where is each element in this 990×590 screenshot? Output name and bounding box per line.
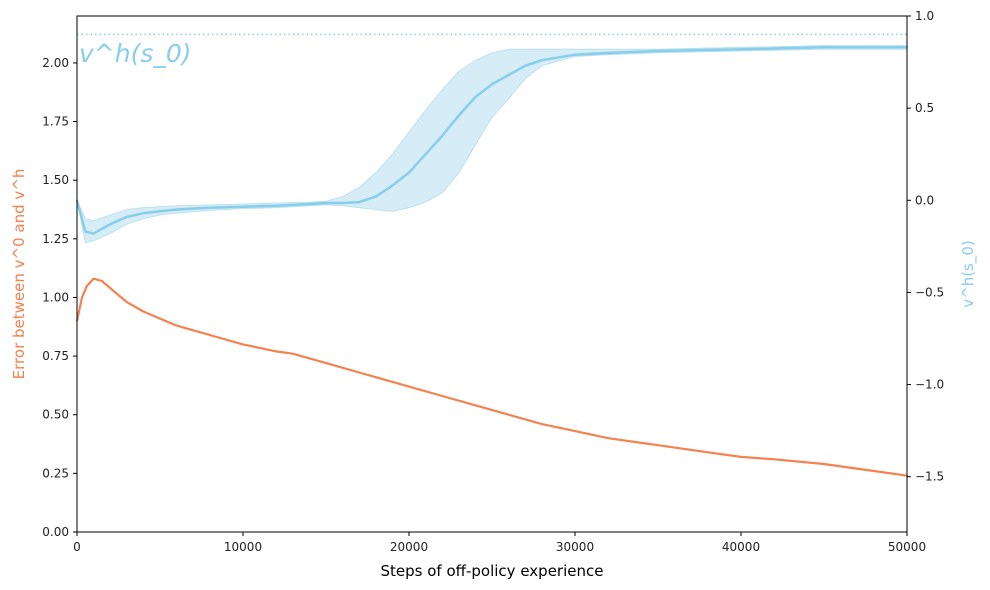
x-tick-label: 20000	[390, 540, 428, 554]
error-point	[408, 385, 410, 388]
error-point	[740, 456, 742, 458]
value-point	[491, 83, 493, 86]
error-point	[441, 395, 444, 397]
left-y-tick-label: 2.00	[42, 56, 69, 70]
error-point	[507, 413, 510, 416]
error-point	[657, 444, 659, 447]
left-y-axis-title: Error between v^0 and v^h	[10, 169, 28, 380]
right-y-tick-label: 1.0	[915, 9, 934, 23]
value-point	[574, 53, 576, 56]
error-point	[540, 423, 543, 426]
right-y-axis-title: v^h(s_0)	[959, 240, 978, 308]
left-y-tick-label: 0.00	[42, 525, 69, 539]
error-point	[291, 352, 294, 355]
value-point	[740, 48, 742, 51]
error-point	[125, 301, 128, 304]
left-y-axis-ticks: 0.00 0.25 0.50 0.75 1.00 1.25 1.50 1.75 2.00	[42, 56, 77, 539]
plot-frame	[76, 15, 908, 533]
value-point	[175, 208, 178, 211]
value-point	[341, 202, 344, 204]
value-point	[823, 46, 825, 49]
left-y-tick-label: 1.00	[42, 290, 69, 304]
left-y-tick-label: 1.50	[42, 173, 69, 187]
error-point	[872, 470, 875, 472]
value-point	[607, 51, 610, 54]
x-tick-label: 40000	[722, 540, 760, 554]
value-point	[507, 74, 510, 76]
error-point	[92, 277, 95, 280]
series-line-value	[75, 46, 907, 235]
value-point	[657, 50, 659, 52]
x-tick-label: 50000	[888, 540, 926, 554]
error-point	[208, 334, 211, 336]
value-point	[374, 195, 377, 198]
value-point	[92, 232, 95, 235]
plot-area	[75, 33, 908, 477]
value-point	[474, 96, 477, 98]
value-point	[142, 212, 145, 215]
value-point	[275, 204, 278, 207]
error-point	[159, 317, 161, 320]
left-y-tick-label: 0.75	[42, 349, 69, 363]
x-tick-label: 0	[73, 540, 81, 554]
value-point	[125, 215, 128, 218]
x-tick-label: 30000	[556, 540, 594, 554]
error-point	[175, 324, 178, 327]
series-line-error	[75, 277, 908, 477]
error-point	[474, 404, 477, 407]
error-point	[607, 437, 610, 440]
value-point	[408, 171, 410, 174]
error-point	[109, 287, 112, 289]
right-y-tick-label: −1.0	[915, 378, 944, 392]
error-series-points	[76, 277, 908, 477]
x-tick-label: 10000	[224, 540, 262, 554]
error-point	[242, 343, 244, 346]
error-point	[823, 463, 825, 465]
value-point	[84, 230, 87, 233]
value-point	[457, 114, 460, 117]
value-point	[308, 203, 311, 205]
x-axis-ticks: 0 10000 20000 30000 40000 50000	[73, 532, 926, 554]
error-point	[374, 376, 377, 379]
left-y-tick-label: 1.25	[42, 232, 69, 246]
value-point	[325, 202, 327, 204]
value-annotation: v^h(s_0)	[79, 39, 192, 68]
value-point	[242, 205, 244, 208]
error-point	[142, 310, 145, 313]
error-point	[325, 362, 327, 365]
value-point	[208, 206, 211, 209]
error-point	[81, 296, 83, 299]
left-y-tick-label: 1.75	[42, 115, 69, 129]
value-point	[441, 134, 444, 137]
right-y-axis-ticks: −1.5 −1.0 −0.5 0.0 0.5 1.0	[907, 9, 944, 484]
right-y-tick-label: −1.5	[915, 470, 944, 484]
error-point	[574, 430, 576, 433]
right-y-tick-label: −0.5	[915, 285, 944, 299]
right-y-tick-label: 0.0	[915, 193, 934, 207]
right-y-tick-label: 0.5	[915, 101, 934, 115]
value-point	[358, 201, 361, 204]
error-point	[101, 280, 103, 282]
error-point	[773, 458, 776, 461]
value-point	[524, 64, 527, 67]
left-y-tick-label: 0.25	[42, 466, 69, 480]
error-point	[275, 350, 278, 353]
error-point	[192, 329, 195, 332]
error-point	[358, 371, 361, 374]
value-point	[109, 223, 112, 226]
x-axis-title: Steps of off-policy experience	[381, 562, 604, 580]
left-y-tick-label: 0.50	[42, 408, 69, 422]
error-point	[86, 284, 88, 287]
value-point	[159, 210, 161, 213]
error-point	[706, 451, 709, 454]
value-point	[424, 153, 427, 156]
value-point	[540, 59, 543, 62]
value-point	[391, 184, 394, 187]
